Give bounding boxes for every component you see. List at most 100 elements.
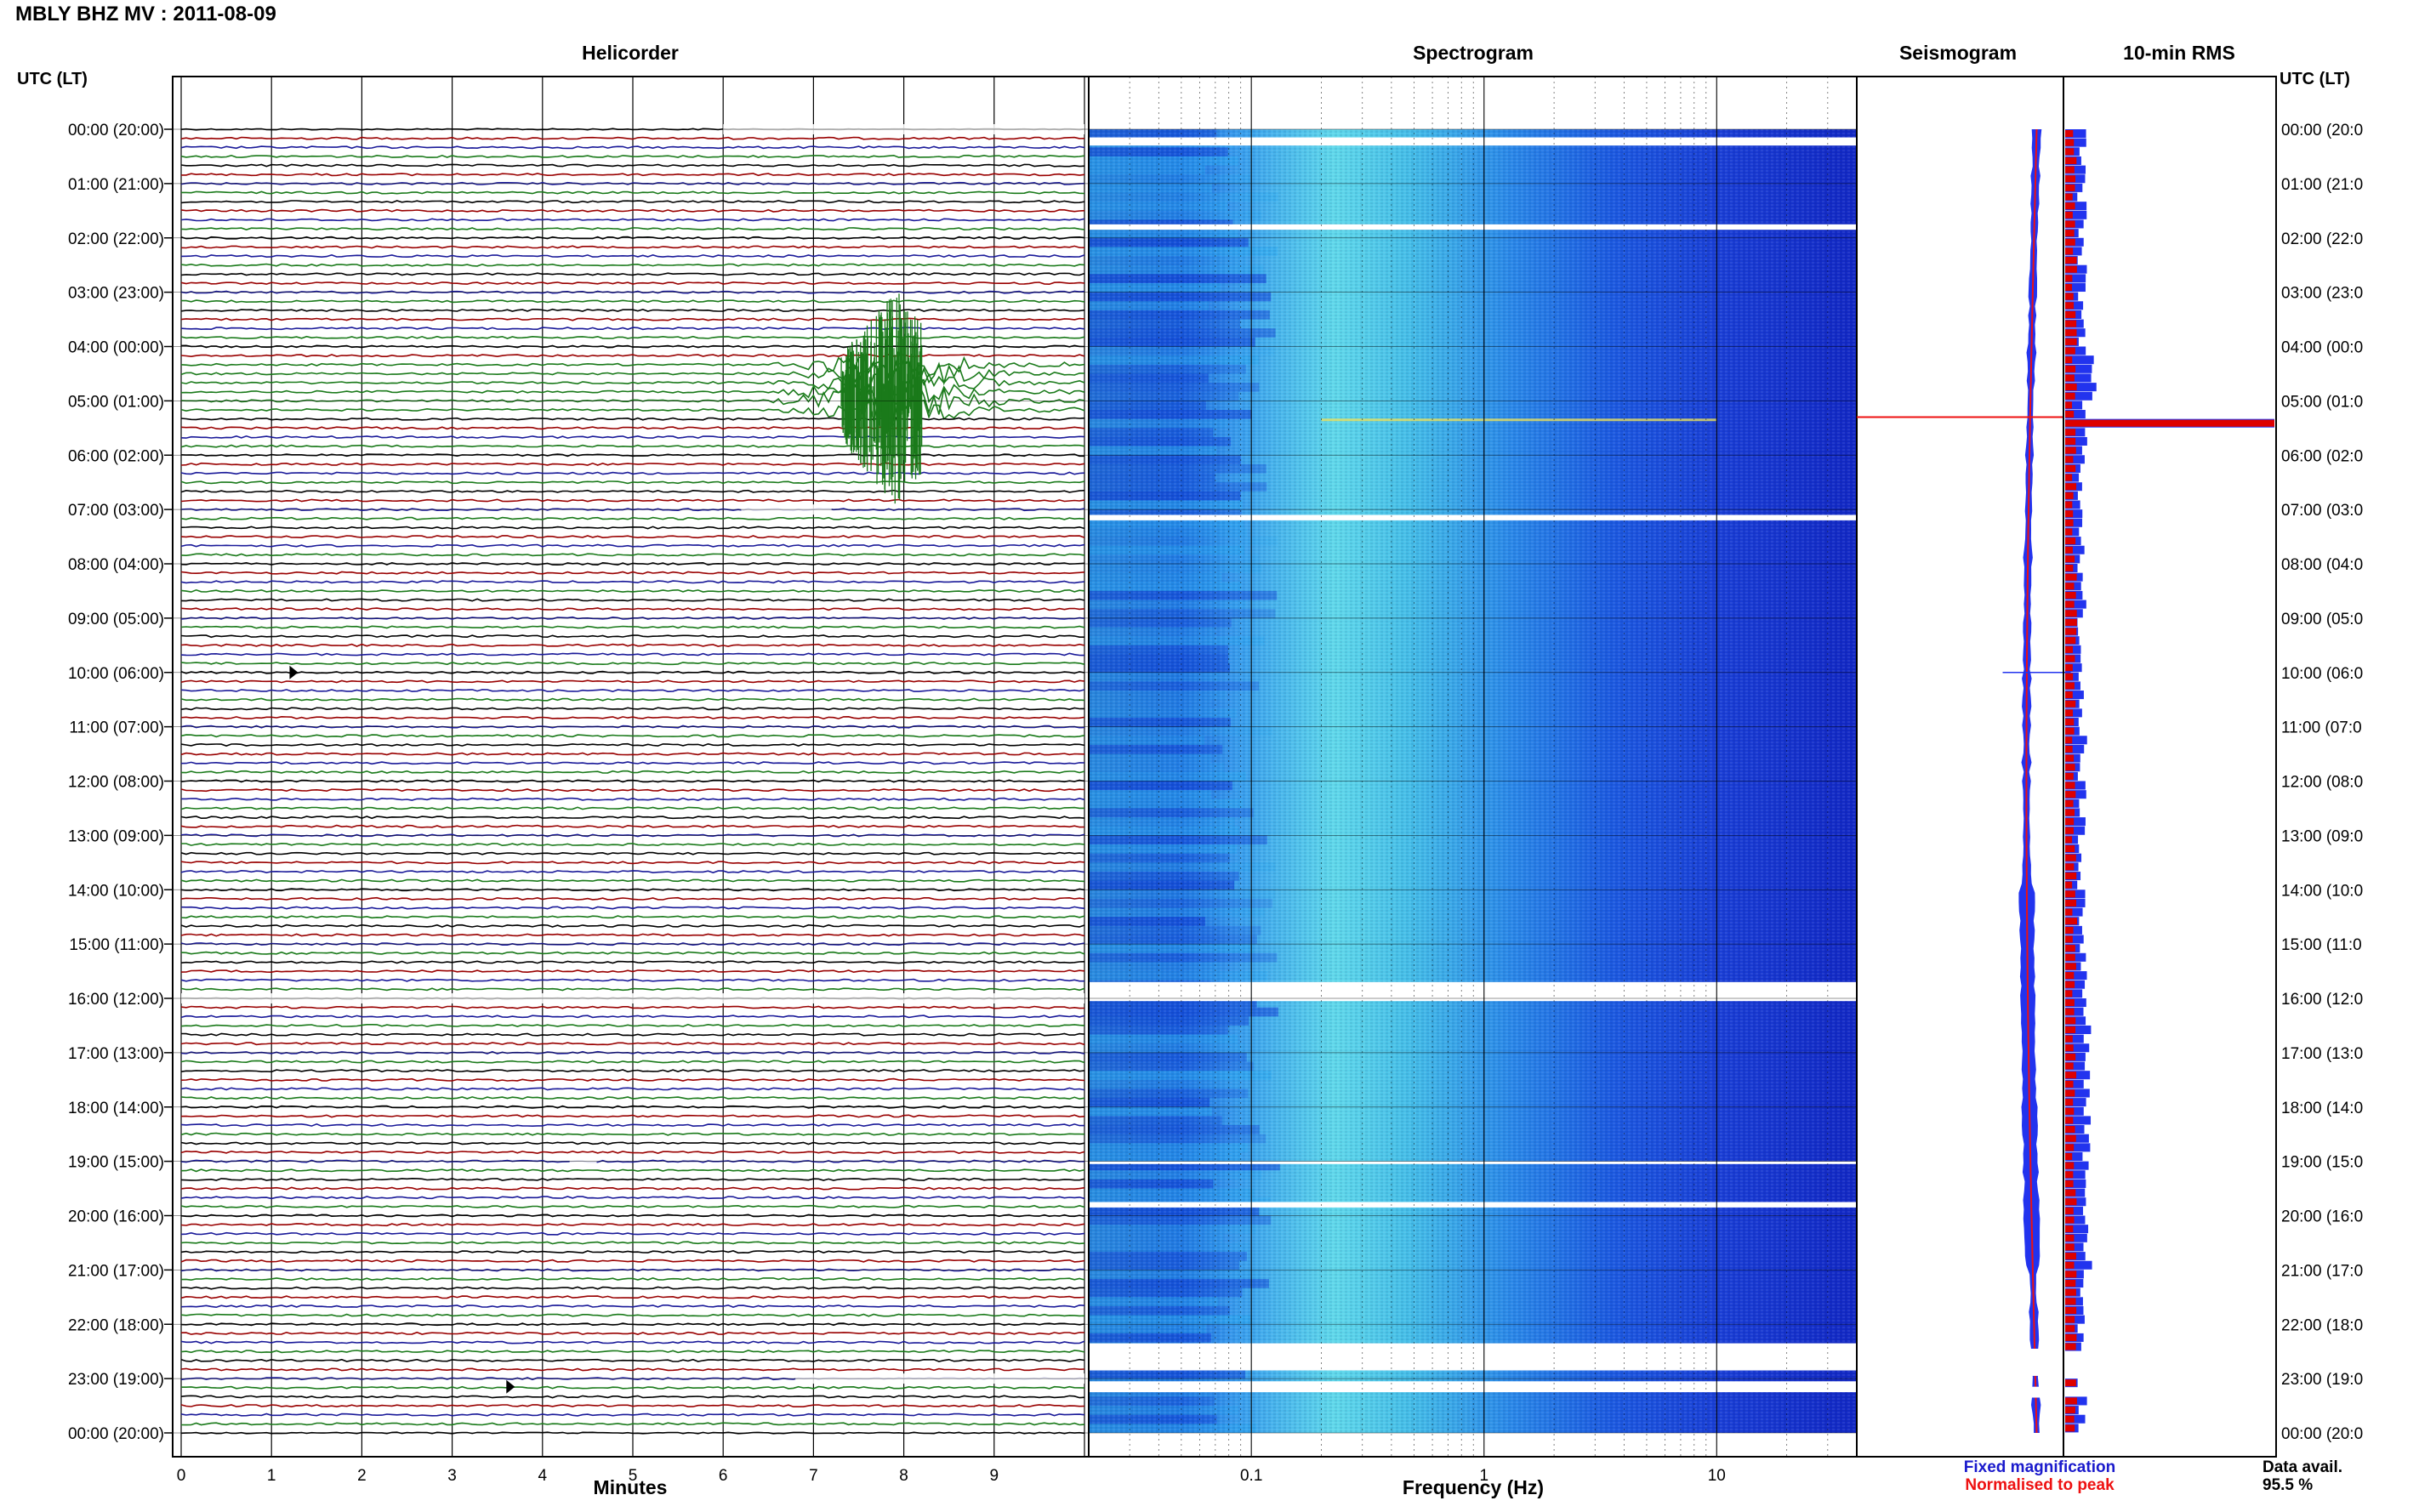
helicorder-trace [180, 370, 1085, 396]
rms-fixed-bar [2065, 500, 2080, 509]
rms-normalised-bar [2065, 456, 2074, 463]
helicorder-trace [180, 154, 1085, 158]
rms-normalised-bar [2065, 1179, 2074, 1187]
rms-fixed-bar [2065, 1143, 2091, 1152]
rms-fixed-bar [2065, 455, 2085, 464]
helicorder-trace [180, 625, 1085, 629]
rms-normalised-bar [2065, 175, 2076, 183]
minutes-axis-label: Minutes [594, 1476, 668, 1498]
rms-fixed-bar [2065, 645, 2081, 654]
left-time-label: 06:00 (02:00) [68, 447, 164, 465]
rms-normalised-bar [2065, 247, 2074, 255]
rms-normalised-bar [2065, 1062, 2074, 1070]
helicorder-trace [180, 1295, 1085, 1299]
rms-fixed-bar [2065, 600, 2086, 609]
helicorder-trace [180, 679, 1085, 684]
rms-fixed-bar [2065, 1079, 2084, 1089]
helicorder-trace [180, 236, 1085, 240]
seismogram-gap [1858, 1348, 2062, 1376]
rms-normalised-bar [2065, 519, 2074, 526]
rms-fixed-bar [2065, 518, 2083, 527]
rms-normalised-bar [2065, 546, 2073, 554]
right-time-label: 02:00 (22:0 [2281, 230, 2363, 248]
rms-normalised-bar [2065, 637, 2076, 645]
helicorder-trace [180, 1367, 1085, 1372]
helicorder-trace [180, 1060, 1085, 1064]
rms-fixed-bar [2065, 545, 2085, 554]
rms-normalised-bar [2065, 1099, 2074, 1106]
helicorder-trace [180, 1404, 1085, 1408]
minute-tick-label: 6 [719, 1467, 728, 1485]
rms-normalised-bar [2065, 202, 2075, 210]
data-availability-label: Data avail. [2262, 1458, 2342, 1476]
rms-fixed-bar [2065, 1414, 2086, 1424]
rms-normalised-bar [2065, 799, 2074, 807]
helicorder-trace [180, 1159, 1085, 1163]
left-time-label: 02:00 (22:00) [68, 230, 164, 248]
rms-normalised-bar [2065, 709, 2074, 717]
rms-normalised-bar [2065, 302, 2075, 310]
left-time-label: 18:00 (14:00) [68, 1100, 164, 1117]
helicorder-trace [180, 1023, 1085, 1027]
rms-normalised-bar [2065, 437, 2076, 446]
rms-normalised-bar [2065, 673, 2074, 680]
rms-normalised-bar [2065, 618, 2077, 626]
right-time-label: 08:00 (04:0 [2281, 556, 2363, 574]
helicorder-trace [180, 824, 1085, 828]
frequency-axis-label: Frequency (Hz) [1403, 1476, 1544, 1498]
right-time-label: 07:00 (03:0 [2281, 502, 2363, 520]
rms-normalised-bar [2065, 935, 2073, 943]
left-time-label: 03:00 (23:00) [68, 285, 164, 303]
rms-fixed-bar [2065, 935, 2084, 944]
minute-tick-labels: 0 1 2 3 4 5 6 7 8 9 [177, 1467, 999, 1485]
rms-normalised-bar [2065, 528, 2073, 536]
right-time-label: 18:00 (14:0 [2281, 1100, 2363, 1117]
helicorder-trace [180, 489, 1085, 493]
data-availability-value: 95.5 % [2262, 1476, 2313, 1494]
helicorder-trace [180, 163, 1085, 168]
rms-fixed-bar [2065, 1007, 2084, 1016]
rms-normalised-bar [2065, 718, 2075, 726]
rms-normalised-bar [2065, 1343, 2076, 1350]
helicorder-trace [180, 915, 1085, 919]
right-time-labels: 00:00 (20:0 01:00 (21:0 02:00 (22:0 03:00 (… [2281, 122, 2363, 1443]
rms-normalised-bar [2065, 1144, 2075, 1151]
rms-normalised-bar [2065, 990, 2073, 998]
helicorder-trace [180, 851, 1085, 855]
right-time-label: 19:00 (15:0 [2281, 1154, 2363, 1172]
helicorder-trace [180, 1204, 1085, 1208]
rms-fixed-bar [2065, 826, 2086, 835]
helicorder-trace [180, 788, 1085, 793]
rms-normalised-bar [2065, 1126, 2075, 1134]
rms-normalised-bar [2065, 1261, 2075, 1269]
rms-fixed-bar [2065, 952, 2086, 962]
rms-normalised-bar [2065, 1325, 2075, 1333]
rms-normalised-bar [2065, 583, 2075, 590]
rms-fixed-bar [2065, 1170, 2086, 1179]
minute-tick-label: 8 [899, 1467, 908, 1485]
legend-normalised-to-peak: Normalised to peak [1965, 1476, 2114, 1494]
rms-normalised-bar [2065, 1415, 2075, 1423]
left-time-label: 07:00 (03:00) [68, 502, 164, 520]
legend-fixed-magnification: Fixed magnification [1964, 1458, 2115, 1476]
left-time-label: 10:00 (06:00) [68, 665, 164, 683]
helicorder-trace [180, 806, 1084, 810]
helicorder-trace [180, 1214, 1085, 1218]
rms-normalised-bar [2065, 1424, 2075, 1432]
rms-normalised-bar [2065, 156, 2077, 164]
rms-normalised-bar [2065, 628, 2077, 635]
helicorder-trace [180, 571, 1085, 575]
rms-fixed-bar [2065, 391, 2092, 401]
rms-normalised-bar [2065, 474, 2073, 481]
left-time-label: 04:00 (00:00) [68, 339, 164, 357]
rms-normalised-bar [2065, 1288, 2076, 1296]
helicorder-trace [180, 526, 1085, 530]
rms-fixed-bar [2065, 1225, 2089, 1234]
right-time-label: 20:00 (16:0 [2281, 1208, 2363, 1226]
right-time-axis-label: UTC (LT) [2280, 70, 2350, 88]
rms-fixed-bar [2065, 401, 2083, 410]
rms-fixed-bar [2065, 736, 2087, 745]
rms-normalised-bar [2065, 446, 2076, 454]
rms-normalised-bar [2065, 257, 2077, 264]
rms-fixed-bar [2065, 691, 2084, 700]
